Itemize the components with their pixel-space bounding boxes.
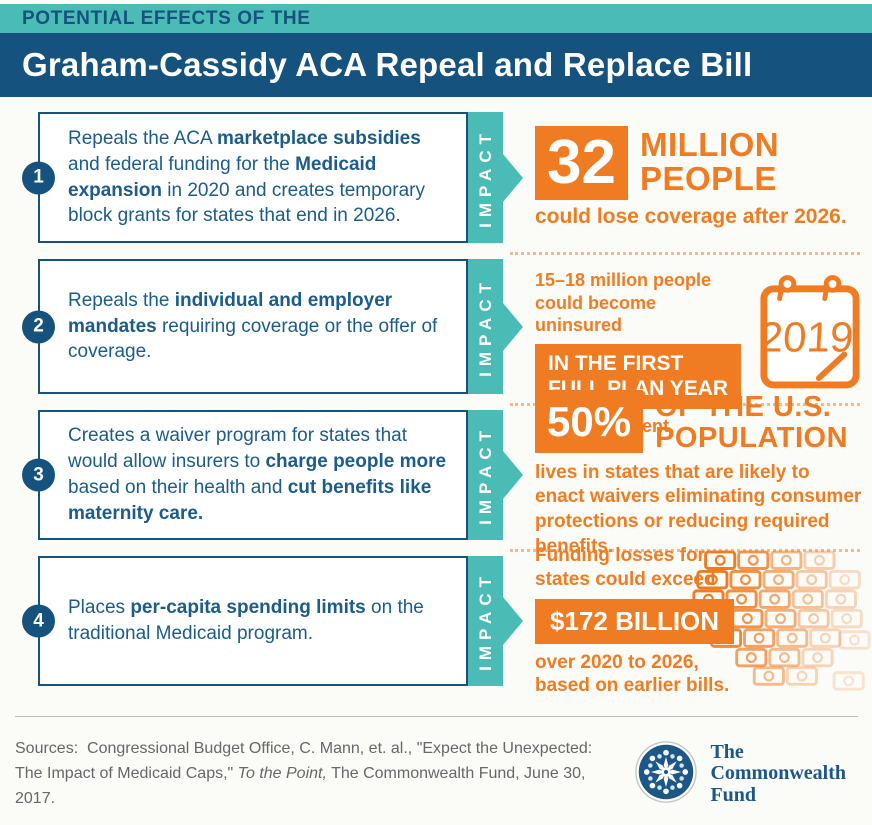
item-4-impact-caption: over 2020 to 2026, based on earlier bill… xyxy=(535,651,862,699)
header: POTENTIAL EFFECTS OF THE Graham-Cassidy … xyxy=(0,4,872,97)
item-4-left: 4 Places per-capita spending limits on t… xyxy=(0,556,523,686)
item-row-4: 4 Places per-capita spending limits on t… xyxy=(0,545,872,696)
impact-ribbon-2: IMPACT xyxy=(468,259,523,394)
item-2-description-box: Repeals the individual and employer mand… xyxy=(38,259,468,394)
footer: Sources: Congressional Budget Office, C.… xyxy=(0,717,872,811)
item-2-impact: 15–18 million people could become uninsu… xyxy=(503,259,872,436)
kicker-band: POTENTIAL EFFECTS OF THE xyxy=(0,4,872,33)
item-1-stat-label-line1: MILLION xyxy=(639,126,780,163)
item-3-stat-label-line2: POPULATION xyxy=(655,421,849,454)
item-1-impact: 32 MILLION PEOPLE could lose coverage af… xyxy=(503,112,872,243)
item-4-impact: Funding losses for states could exceed $… xyxy=(503,545,872,696)
item-2-lead: 15–18 million people could become uninsu… xyxy=(535,269,744,337)
calendar-icon: 2019 xyxy=(758,271,862,398)
page-title: Graham-Cassidy ACA Repeal and Replace Bi… xyxy=(22,46,753,83)
dotted-separator xyxy=(510,549,860,552)
impact-ribbon-4: IMPACT xyxy=(468,556,523,686)
footer-divider xyxy=(15,716,858,717)
item-row-2: 2 Repeals the individual and employer ma… xyxy=(0,259,872,436)
item-2-left: 2 Repeals the individual and employer ma… xyxy=(0,259,523,394)
item-3-description-box: Creates a waiver program for states that… xyxy=(38,410,468,540)
impact-ribbon-4-label: IMPACT xyxy=(475,571,495,671)
item-1-stat-row: 32 MILLION PEOPLE xyxy=(535,126,862,200)
item-2-calendar-year: 2019 xyxy=(758,314,854,361)
item-1-left: 1 Repeals the ACA marketplace subsidies … xyxy=(0,112,523,243)
item-2-banner-line1: IN THE FIRST xyxy=(548,351,684,375)
item-4-lead: Funding losses for states could exceed xyxy=(535,544,862,592)
item-2-lead-line1: 15–18 million people xyxy=(535,270,712,290)
item-4-number-badge: 4 xyxy=(22,604,55,638)
item-4-impact-text: Funding losses for states could exceed $… xyxy=(535,544,862,698)
item-3-impact: 50% OF THE U.S. POPULATION lives in stat… xyxy=(503,390,872,557)
impact-ribbon-3: IMPACT xyxy=(468,410,523,540)
title-band: Graham-Cassidy ACA Repeal and Replace Bi… xyxy=(0,33,872,97)
item-4-description: Places per-capita spending limits on the… xyxy=(68,597,424,644)
item-3-stat-label-line1: OF THE U.S. xyxy=(655,391,832,424)
item-3-stat-row: 50% OF THE U.S. POPULATION xyxy=(535,390,862,453)
item-1-number-badge: 1 xyxy=(22,161,55,194)
impact-ribbon-1: IMPACT xyxy=(468,112,523,243)
dotted-separator xyxy=(510,252,860,255)
item-1-stat-value: 32 xyxy=(535,126,628,200)
item-1-description: Repeals the ACA marketplace subsidies an… xyxy=(68,127,425,227)
impact-ribbon-3-label: IMPACT xyxy=(475,425,495,525)
item-1-stat-label: MILLION PEOPLE xyxy=(640,126,779,200)
item-2-lead-line2: could become uninsured xyxy=(535,292,657,336)
item-3-description: Creates a waiver program for states that… xyxy=(68,425,447,524)
kicker-text: POTENTIAL EFFECTS OF THE xyxy=(22,7,311,29)
impact-ribbon-2-label: IMPACT xyxy=(475,276,495,377)
item-3-stat-value: 50% xyxy=(535,390,644,453)
commonwealth-fund-logo-mark xyxy=(635,740,698,808)
item-3-number-badge: 3 xyxy=(22,458,55,492)
item-4-description-box: Places per-capita spending limits on the… xyxy=(38,556,468,686)
item-row-1: 1 Repeals the ACA marketplace subsidies … xyxy=(0,112,872,243)
item-1-stat-label-line2: PEOPLE xyxy=(639,160,777,198)
item-1-description-box: Repeals the ACA marketplace subsidies an… xyxy=(38,112,468,243)
infographic-body: 1 Repeals the ACA marketplace subsidies … xyxy=(0,112,872,696)
item-2-description: Repeals the individual and employer mand… xyxy=(68,289,438,363)
item-3-left: 3 Creates a waiver program for states th… xyxy=(0,410,523,540)
commonwealth-fund-logo: The Commonwealth Fund xyxy=(635,740,846,808)
item-1-impact-caption: could lose coverage after 2026. xyxy=(535,205,847,228)
commonwealth-fund-logo-text: The Commonwealth Fund xyxy=(710,740,846,807)
item-4-caption-line1: over 2020 to 2026, xyxy=(535,651,699,673)
item-2-number-badge: 2 xyxy=(22,310,55,343)
sources-text: Sources: Congressional Budget Office, C.… xyxy=(15,740,597,807)
logo-text-line3: Fund xyxy=(710,783,757,806)
item-3-impact-caption: lives in states that are likely to enact… xyxy=(535,461,862,557)
impact-ribbon-1-label: IMPACT xyxy=(475,127,495,228)
logo-text-line2: Commonwealth xyxy=(710,762,846,785)
item-3-stat-label: OF THE U.S. POPULATION xyxy=(655,390,848,452)
item-4-banner: $172 BILLION xyxy=(535,598,735,644)
logo-text-line1: The xyxy=(710,740,744,763)
item-4-lead-line2: states could exceed xyxy=(535,568,716,590)
item-4-caption-line2: based on earlier bills. xyxy=(535,675,730,697)
item-row-3: 3 Creates a waiver program for states th… xyxy=(0,390,872,557)
item-4-lead-line1: Funding losses for xyxy=(535,545,705,566)
